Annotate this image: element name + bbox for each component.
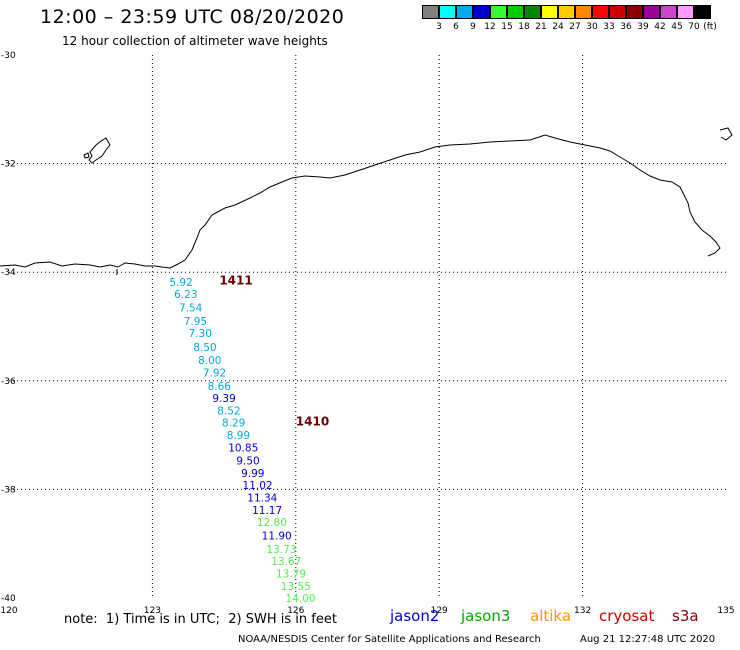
wave-height-value: 14.00 bbox=[286, 593, 316, 605]
footer-timestamp: Aug 21 12:27:48 UTC 2020 bbox=[580, 634, 716, 645]
graticule bbox=[9, 55, 726, 598]
scale-swatch bbox=[490, 5, 507, 19]
altimeter-observations: 5.926.237.54 7.957.30 8.508.007.928.669.39… bbox=[169, 277, 315, 605]
scale-swatch bbox=[694, 5, 711, 19]
lon-tick-label: 135 bbox=[717, 606, 734, 616]
lat-tick-label: -30 bbox=[1, 51, 16, 61]
wave-height-value: 13.79 bbox=[276, 569, 306, 581]
lat-tick-label: -34 bbox=[1, 268, 16, 278]
wave-height-value: 8.00 bbox=[198, 355, 221, 367]
islands-west bbox=[83, 137, 111, 164]
lat-tick-label: -32 bbox=[1, 160, 16, 170]
scale-label: 9 bbox=[470, 22, 476, 32]
wave-height-value: 13.73 bbox=[266, 544, 296, 556]
legend-jason3: jason3 bbox=[461, 607, 511, 625]
wave-height-value: 9.39 bbox=[212, 393, 235, 405]
lon-tick-label: 123 bbox=[144, 606, 161, 616]
map-subtitle: 12 hour collection of altimeter wave hei… bbox=[62, 34, 328, 48]
scale-swatch bbox=[456, 5, 473, 19]
scale-unit: (ft) bbox=[703, 22, 717, 32]
wave-height-value: 8.50 bbox=[193, 342, 216, 354]
wave-height-value: 6.23 bbox=[174, 289, 197, 301]
wave-height-value: 11.90 bbox=[262, 531, 292, 543]
lat-tick-label: -36 bbox=[1, 377, 16, 387]
legend-jason2: jason2 bbox=[390, 607, 440, 625]
scale-swatch bbox=[677, 5, 694, 19]
wave-height-value: 5.92 bbox=[169, 277, 192, 289]
footer-note: note: 1) Time is in UTC; 2) SWH is in fe… bbox=[64, 612, 337, 627]
scale-label: 3 bbox=[436, 22, 442, 32]
australia-south-coast bbox=[0, 134, 721, 269]
scale-label: 21 bbox=[535, 22, 547, 32]
wave-height-value: 10.85 bbox=[228, 443, 258, 455]
scale-swatch bbox=[575, 5, 592, 19]
wave-height-value: 11.02 bbox=[243, 480, 273, 492]
lat-tick-label: -38 bbox=[1, 485, 16, 495]
map-title: 12:00 – 23:59 UTC 08/20/2020 bbox=[40, 6, 345, 28]
scale-label: 33 bbox=[603, 22, 615, 32]
wave-height-value: 8.29 bbox=[222, 418, 245, 430]
scale-label: 39 bbox=[637, 22, 649, 32]
coast-east-fragment bbox=[719, 127, 733, 141]
lon-tick-label: 132 bbox=[574, 606, 591, 616]
coastline bbox=[0, 127, 733, 275]
wave-height-value: 8.99 bbox=[227, 430, 250, 442]
scale-label: 15 bbox=[501, 22, 513, 32]
scale-swatch bbox=[524, 5, 541, 19]
legend-altika: altika bbox=[530, 607, 572, 625]
wave-height-value: 11.34 bbox=[247, 493, 277, 505]
footer-credit: NOAA/NESDIS Center for Satellite Applica… bbox=[238, 634, 541, 645]
scale-swatch bbox=[422, 5, 439, 19]
scale-label: 70 bbox=[688, 22, 700, 32]
legend-s3a: s3a bbox=[672, 607, 699, 625]
wave-height-value: 9.50 bbox=[236, 456, 259, 468]
scale-label: 12 bbox=[484, 22, 496, 32]
scale-swatch bbox=[507, 5, 524, 19]
scale-label: 45 bbox=[671, 22, 683, 32]
scale-swatch bbox=[439, 5, 456, 19]
wave-height-value: 13.55 bbox=[281, 581, 311, 593]
pass-labels: 1411 1410 bbox=[219, 273, 329, 428]
scale-label: 36 bbox=[620, 22, 632, 32]
wave-height-value: 8.66 bbox=[208, 381, 232, 393]
scale-swatch bbox=[541, 5, 558, 19]
wave-height-value: 7.92 bbox=[203, 368, 226, 380]
lon-tick-label: 129 bbox=[431, 606, 448, 616]
wave-height-value: 7.30 bbox=[189, 328, 212, 340]
scale-swatch bbox=[558, 5, 575, 19]
scale-label: 24 bbox=[552, 22, 564, 32]
scale-label: 27 bbox=[569, 22, 581, 32]
scale-swatch bbox=[609, 5, 626, 19]
scale-swatch bbox=[473, 5, 490, 19]
wave-height-value: 7.54 bbox=[179, 302, 203, 314]
legend-cryosat: cryosat bbox=[599, 607, 655, 625]
scale-swatch bbox=[643, 5, 660, 19]
wave-height-value: 11.17 bbox=[252, 505, 282, 517]
pass-number: 1410 bbox=[296, 415, 329, 429]
lon-tick-label: 120 bbox=[0, 606, 17, 616]
lat-tick-label: -40 bbox=[1, 594, 16, 604]
wave-height-value: 7.95 bbox=[184, 316, 207, 328]
scale-label: 6 bbox=[453, 22, 459, 32]
scale-swatch bbox=[626, 5, 643, 19]
scale-swatch bbox=[660, 5, 677, 19]
scale-label: 30 bbox=[586, 22, 598, 32]
lon-tick-label: 126 bbox=[287, 606, 304, 616]
scale-swatch bbox=[592, 5, 609, 19]
wave-height-value: 13.67 bbox=[271, 556, 301, 568]
scale-label: 42 bbox=[654, 22, 666, 32]
axis-labels: 120 123 126 129 132 135 -30 -32 -34 -36 -38 -40 bbox=[0, 51, 734, 616]
scale-label: 18 bbox=[518, 22, 530, 32]
wave-height-value: 9.99 bbox=[241, 468, 264, 480]
wave-height-value: 12.80 bbox=[257, 517, 287, 529]
wave-height-value: 8.52 bbox=[217, 406, 240, 418]
pass-number: 1411 bbox=[219, 273, 252, 287]
